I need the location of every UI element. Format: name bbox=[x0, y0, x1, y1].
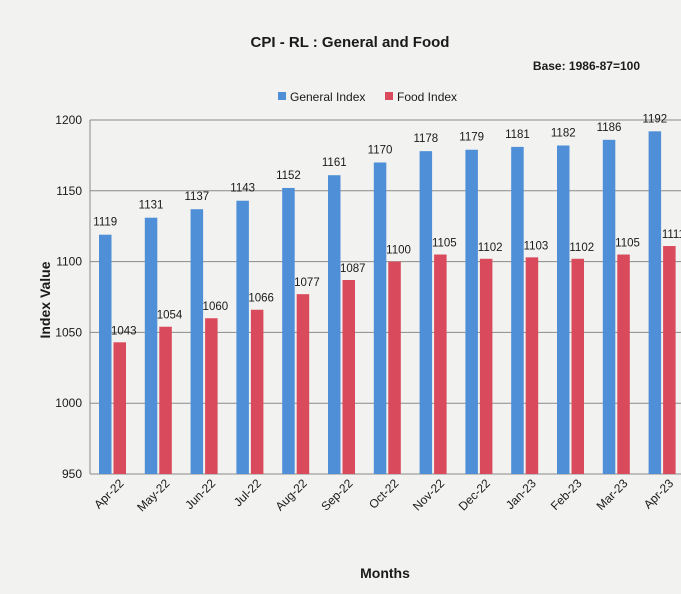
bar-general bbox=[236, 200, 249, 474]
bar-food bbox=[250, 309, 264, 474]
legend-label-food: Food Index bbox=[397, 90, 457, 104]
data-label-general: 1192 bbox=[642, 113, 667, 125]
bar-general bbox=[419, 151, 433, 475]
chart-subtitle: Base: 1986-87=100 bbox=[533, 59, 640, 73]
bar-general bbox=[328, 175, 341, 474]
y-tick-label: 1200 bbox=[55, 113, 82, 127]
bar-food bbox=[479, 258, 493, 474]
data-label-food: 1105 bbox=[432, 238, 457, 250]
bar-general bbox=[602, 139, 616, 474]
data-label-general: 1178 bbox=[413, 133, 438, 145]
x-tick-label: Mar-23 bbox=[594, 476, 631, 513]
bar-general bbox=[648, 131, 662, 474]
data-label-food: 1103 bbox=[524, 240, 549, 252]
x-tick-label: Feb-23 bbox=[548, 476, 585, 513]
x-tick-label: Jan-23 bbox=[503, 476, 539, 512]
bar-general bbox=[465, 149, 478, 474]
x-tick-label: Apr-23 bbox=[641, 476, 677, 512]
bar-food bbox=[159, 326, 172, 474]
x-tick-label: Sep-22 bbox=[318, 476, 355, 513]
y-tick-label: 1000 bbox=[55, 396, 82, 410]
legend-swatch-general bbox=[278, 92, 286, 100]
data-label-food: 1102 bbox=[478, 242, 503, 254]
bar-general bbox=[99, 234, 112, 474]
legend: General Index Food Index bbox=[278, 90, 457, 104]
data-label-general: 1170 bbox=[368, 144, 393, 156]
x-tick-label: Jul-22 bbox=[231, 476, 264, 509]
data-label-general: 1161 bbox=[322, 157, 347, 169]
data-label-general: 1152 bbox=[276, 170, 301, 182]
bar-general bbox=[190, 209, 204, 474]
x-tick-label: May-22 bbox=[134, 476, 172, 514]
data-label-food: 1043 bbox=[111, 325, 137, 337]
bar-food bbox=[434, 254, 447, 474]
legend-swatch-food bbox=[385, 92, 393, 100]
data-label-general: 1137 bbox=[184, 191, 209, 203]
y-axis-title: Index Value bbox=[37, 261, 53, 338]
y-tick-label: 950 bbox=[62, 467, 82, 481]
bar-general bbox=[511, 146, 524, 475]
data-label-food: 1060 bbox=[203, 301, 229, 313]
data-label-food: 1066 bbox=[248, 293, 274, 305]
legend-label-general: General Index bbox=[290, 90, 365, 104]
x-tick-label: Aug-22 bbox=[273, 476, 310, 513]
data-label-food: 1054 bbox=[157, 310, 183, 322]
data-label-general: 1182 bbox=[551, 127, 576, 139]
chart-title: CPI - RL : General and Food bbox=[251, 34, 450, 51]
x-tick-label: Nov-22 bbox=[410, 476, 447, 513]
data-label-general: 1131 bbox=[139, 200, 164, 212]
data-label-general: 1119 bbox=[93, 217, 117, 229]
data-label-food: 1105 bbox=[615, 238, 640, 250]
bar-food bbox=[571, 258, 584, 474]
y-tick-label: 1050 bbox=[55, 325, 82, 339]
data-label-food: 1100 bbox=[386, 245, 411, 257]
data-label-food: 1087 bbox=[340, 263, 366, 275]
bar-food bbox=[663, 246, 676, 474]
x-tick-label: Oct-22 bbox=[366, 476, 402, 512]
data-label-general: 1143 bbox=[230, 183, 255, 195]
data-label-food: 1102 bbox=[569, 242, 594, 254]
bar-food bbox=[342, 280, 355, 474]
x-tick-label: Apr-22 bbox=[91, 476, 127, 512]
bar-general bbox=[557, 145, 570, 474]
plot-area: 950 1000 1050 1100 1150 1200 1119 1043 Apr-22 113… bbox=[55, 113, 681, 514]
bar-food bbox=[388, 261, 401, 474]
bar-food bbox=[525, 257, 539, 474]
bar-general bbox=[282, 187, 295, 474]
bar-food bbox=[617, 254, 630, 474]
data-label-food: 1111 bbox=[662, 229, 681, 241]
y-tick-label: 1150 bbox=[56, 184, 82, 198]
x-axis-title: Months bbox=[360, 565, 410, 581]
bar-food bbox=[296, 294, 310, 474]
data-label-general: 1181 bbox=[505, 129, 530, 141]
y-tick-label: 1100 bbox=[56, 255, 82, 269]
x-tick-label: Jun-22 bbox=[182, 476, 218, 512]
data-label-general: 1179 bbox=[459, 132, 484, 144]
bar-general bbox=[373, 162, 387, 475]
bar-general bbox=[144, 217, 158, 475]
data-label-food: 1077 bbox=[294, 277, 320, 289]
bar-food bbox=[113, 342, 126, 474]
data-label-general: 1186 bbox=[597, 122, 622, 134]
bar-food bbox=[205, 318, 218, 474]
x-tick-label: Dec-22 bbox=[456, 476, 493, 513]
